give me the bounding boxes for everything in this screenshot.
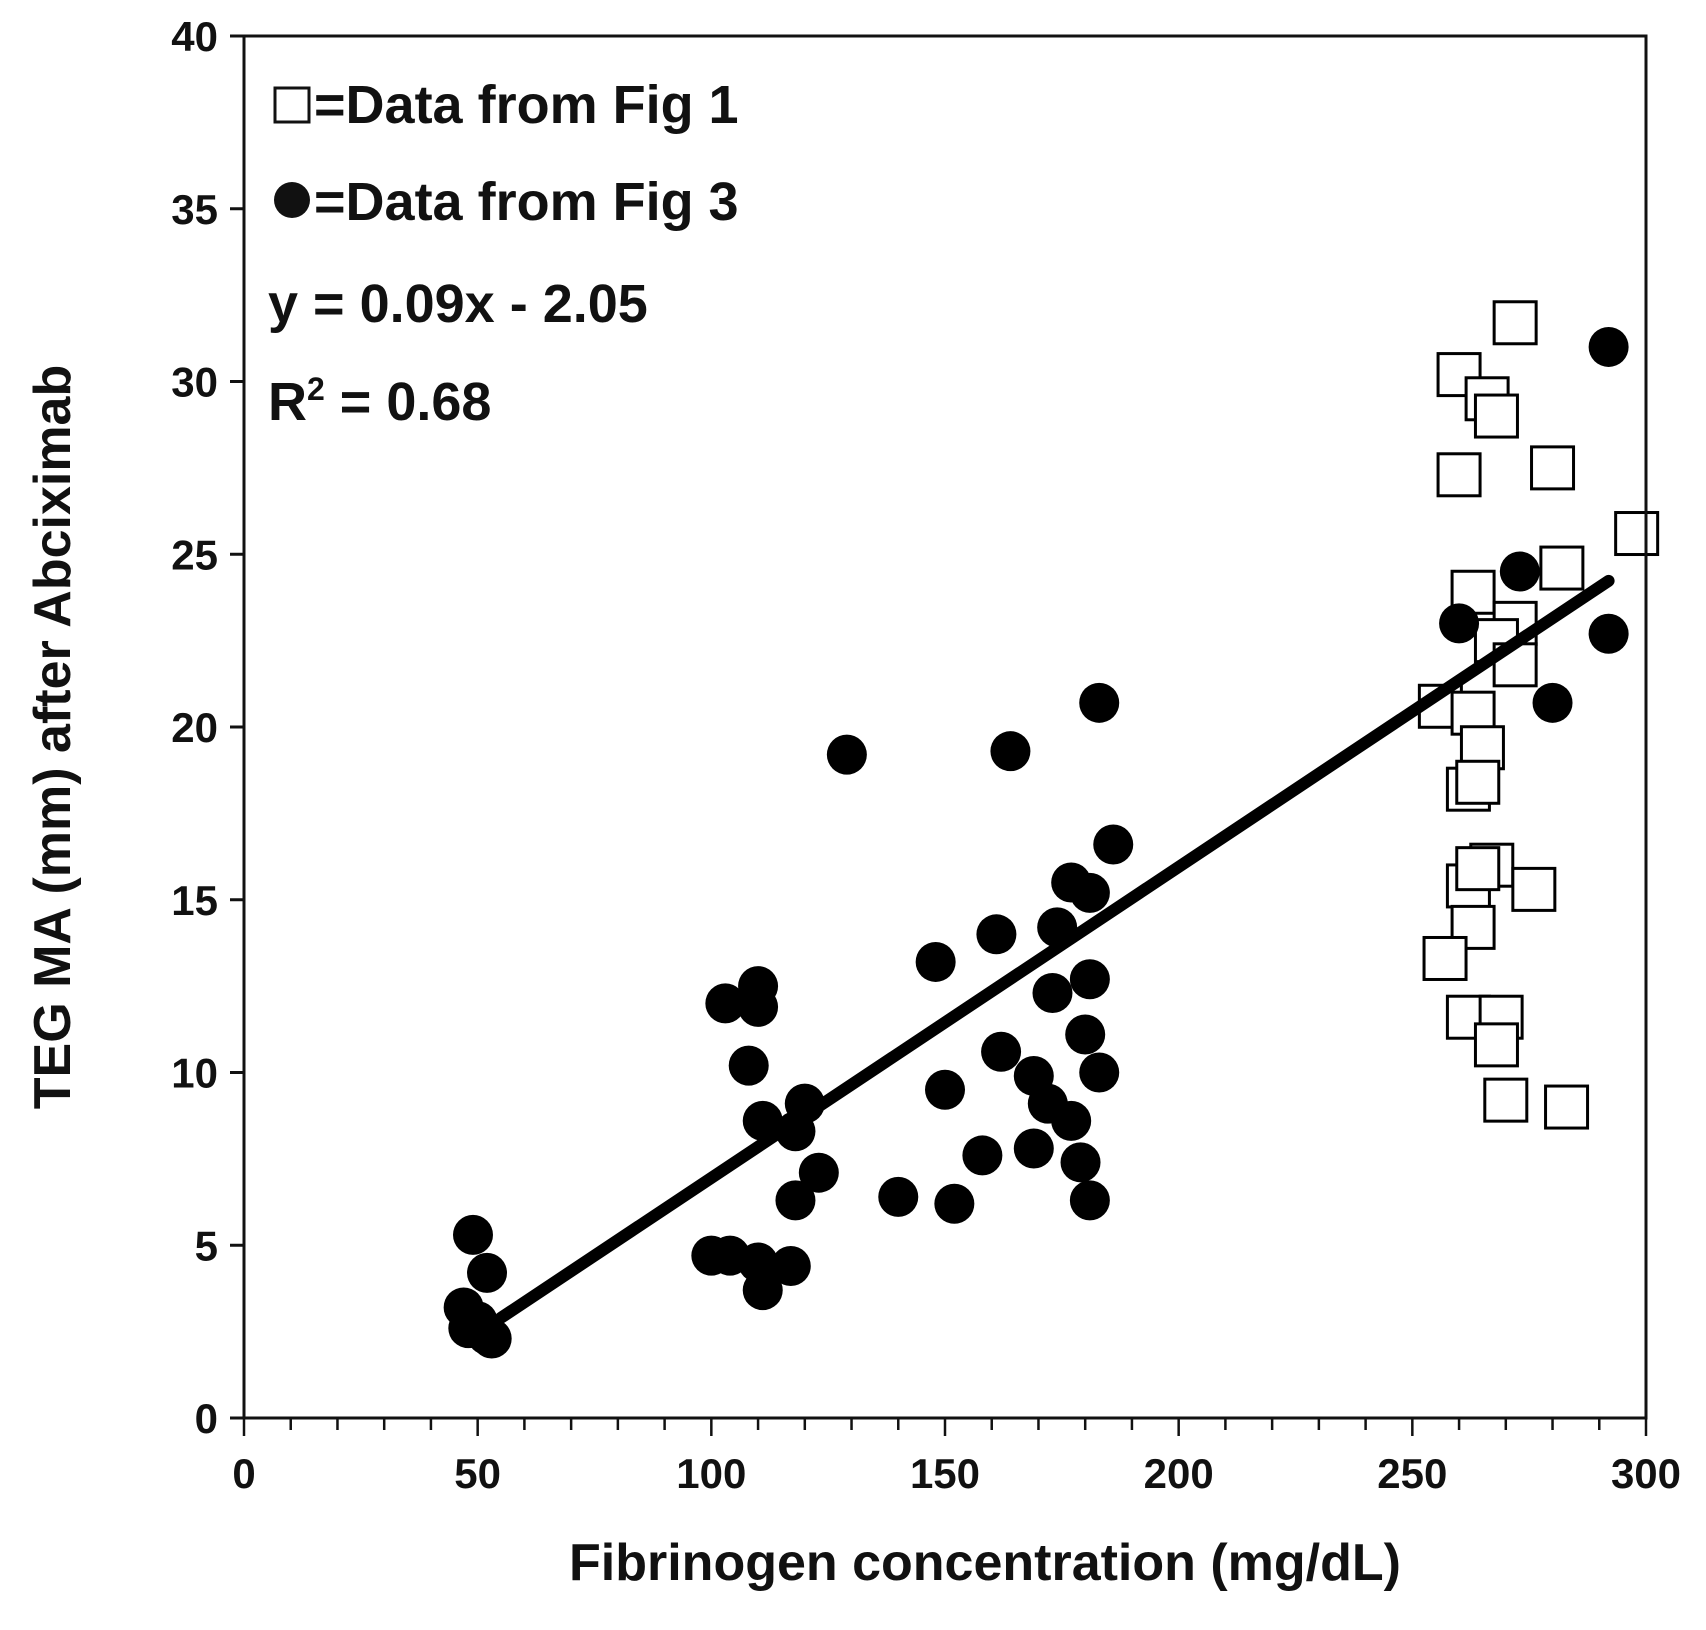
data-point-fig3 [981,1031,1022,1072]
data-point-fig1 [1492,300,1538,346]
data-point-fig1 [1511,866,1557,912]
legend-entry-fig3: =Data from Fig 3 [274,172,739,232]
r2-value: = 0.68 [325,372,492,432]
data-point-fig1 [1614,511,1660,557]
x-tick-label: 0 [232,1450,255,1497]
data-point-fig3 [878,1176,919,1217]
y-tick-label: 15 [171,877,218,924]
y-tick-label: 35 [171,186,218,233]
x-tick-label: 200 [1144,1450,1214,1497]
data-point-fig3 [1069,959,1110,1000]
data-point-fig3 [467,1252,508,1293]
x-tick-label: 100 [676,1450,746,1497]
data-point-fig3 [452,1214,493,1255]
data-point-fig1 [1539,545,1585,591]
data-point-fig1 [1436,452,1482,498]
data-point-fig3 [1439,603,1480,644]
data-point-fig1 [1483,1077,1529,1123]
y-tick-label: 25 [171,531,218,578]
data-point-fig3 [915,941,956,982]
data-point-fig3 [705,983,746,1024]
data-point-fig3 [925,1069,965,1110]
y-tick-label: 20 [171,704,218,751]
data-point-fig1 [1450,904,1496,950]
data-point-fig1 [1544,1084,1590,1130]
data-point-fig1 [1473,393,1519,439]
trend-line [495,574,1615,1324]
data-point-fig3 [1588,326,1629,367]
data-point-fig3 [1093,824,1134,865]
data-point-fig3 [1532,682,1573,723]
x-tick-label: 150 [910,1450,980,1497]
data-point-fig3 [1588,613,1629,654]
open-square-marker-icon [273,86,311,124]
data-point-fig3 [1069,1180,1110,1221]
y-tick-label: 0 [195,1395,218,1442]
data-point-fig3 [990,731,1031,772]
x-tick-label: 300 [1611,1450,1681,1497]
y-tick-label: 5 [195,1222,218,1269]
data-point-fig3 [1079,1052,1120,1093]
tick-labels-layer: 0 5 10 15 20 25 30 35 40 0 50 100 150 200 250 300 [171,13,1681,1497]
y-tick-label: 10 [171,1050,218,1097]
regression-equation: y = 0.09x - 2.05 [268,274,648,334]
filled-circle-marker-icon [274,182,310,218]
legend-entry-fig1: =Data from Fig 1 [273,75,739,135]
r-squared-annotation: R2 = 0.68 [268,371,491,432]
data-point-fig3 [728,1045,769,1086]
data-point-fig3 [770,1245,811,1286]
ticks-layer [230,34,1648,1436]
legend-label-fig1: =Data from Fig 1 [314,75,739,135]
data-point-fig3 [1069,872,1110,913]
data-point-fig3 [798,1152,839,1193]
data-point-fig3 [1065,1014,1106,1055]
x-tick-label: 50 [454,1450,501,1497]
data-point-fig1 [1455,759,1501,805]
x-tick-label: 250 [1377,1450,1447,1497]
y-tick-label: 30 [171,359,218,406]
y-axis-title: TEG MA (mm) after Abciximab [24,365,82,1109]
data-point-fig3 [1013,1128,1054,1169]
data-point-fig1 [1473,1022,1519,1068]
data-point-fig3 [962,1135,1003,1176]
data-point-fig1 [1455,846,1501,892]
data-point-fig3 [1499,551,1540,592]
data-point-fig3 [1032,973,1073,1014]
data-point-fig1 [1436,352,1482,398]
data-point-fig1 [1530,445,1576,491]
data-point-fig3 [775,1180,816,1221]
data-point-fig3 [934,1183,975,1224]
data-point-fig1 [1422,935,1468,981]
data-point-fig3 [1051,1100,1092,1141]
trend-layer [495,574,1615,1324]
r2-prefix: R [268,372,307,432]
x-axis-title: Fibrinogen concentration (mg/dL) [569,1534,1401,1592]
data-point-fig3 [976,914,1017,955]
data-point-fig3 [1060,1142,1101,1183]
markers-layer [443,300,1660,1359]
y-tick-label: 40 [171,13,218,60]
data-point-fig3 [742,1270,783,1311]
data-point-fig3 [1079,682,1120,723]
data-point-fig3 [738,986,779,1027]
data-point-fig3 [471,1318,512,1359]
data-point-fig3 [826,734,867,775]
legend: =Data from Fig 1 =Data from Fig 3 [273,75,739,232]
legend-label-fig3: =Data from Fig 3 [314,172,739,232]
r2-superscript: 2 [307,371,325,407]
